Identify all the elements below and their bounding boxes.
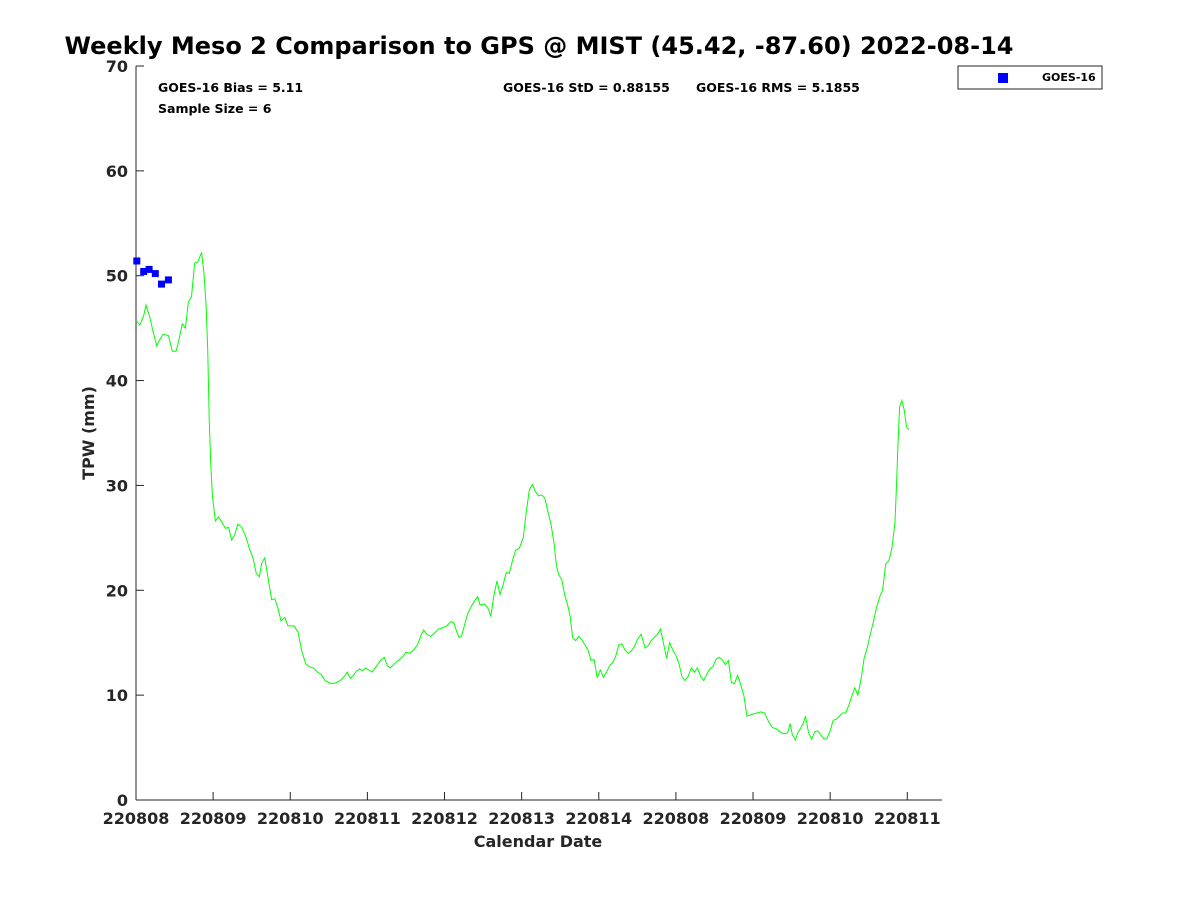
x-tick-label: 220814 [565, 809, 632, 828]
y-tick-label: 50 [106, 267, 128, 286]
goes16-point [145, 265, 153, 273]
series-line-gps [135, 252, 910, 742]
stat-rms: GOES-16 RMS = 5.1855 [696, 80, 860, 95]
y-tick-label: 10 [106, 686, 128, 705]
x-tick-label: 220811 [334, 809, 401, 828]
legend-swatch-goes16 [998, 73, 1008, 83]
x-tick-label: 220809 [720, 809, 787, 828]
x-tick-label: 220813 [488, 809, 555, 828]
legend-label-goes16: GOES-16 [1042, 71, 1096, 84]
plot-area [136, 66, 942, 800]
x-tick-label: 220812 [411, 809, 478, 828]
goes16-point [151, 270, 159, 278]
y-axis-label: TPW (mm) [79, 386, 98, 480]
y-tick-label: 60 [106, 162, 128, 181]
chart-title: Weekly Meso 2 Comparison to GPS @ MIST (… [65, 32, 1014, 60]
x-tick-label: 220808 [643, 809, 710, 828]
stat-sample-size: Sample Size = 6 [158, 101, 272, 116]
x-tick-label: 220809 [180, 809, 247, 828]
y-tick-label: 0 [117, 791, 128, 810]
x-axis-label: Calendar Date [474, 832, 603, 851]
x-tick-label: 220810 [797, 809, 864, 828]
series-points-goes16 [133, 257, 172, 288]
y-tick-label: 30 [106, 476, 128, 495]
goes16-point [158, 280, 165, 288]
y-tick-label: 40 [106, 372, 128, 391]
legend-box [957, 65, 1103, 90]
y-ticks: 0 10 20 30 40 50 60 70 [106, 57, 144, 810]
x-ticks: 220808 220809 220810 220811 220812 220813 2208… [103, 792, 941, 828]
legend: GOES-16 [957, 65, 1103, 90]
goes16-point [164, 276, 172, 284]
y-tick-label: 70 [106, 57, 128, 76]
goes16-point [140, 268, 148, 275]
x-tick-label: 220810 [257, 809, 324, 828]
x-tick-label: 220811 [874, 809, 941, 828]
x-tick-label: 220808 [103, 809, 170, 828]
stat-bias: GOES-16 Bias = 5.11 [158, 80, 303, 95]
goes16-point [133, 257, 141, 265]
stat-std: GOES-16 StD = 0.88155 [503, 80, 670, 95]
y-tick-label: 20 [106, 581, 128, 600]
